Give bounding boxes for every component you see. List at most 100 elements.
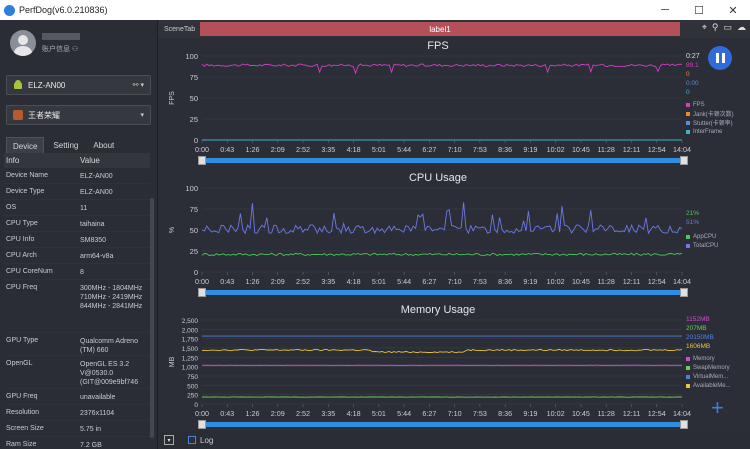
y-tick-label: 1,250 bbox=[182, 355, 199, 362]
range-handle-right[interactable] bbox=[680, 288, 688, 297]
y-tick-label: 2,500 bbox=[182, 318, 199, 325]
maximize-button[interactable]: ☐ bbox=[694, 4, 704, 17]
legend-item[interactable]: Stutter(卡顿率) bbox=[686, 118, 734, 127]
label-bar[interactable]: label1 bbox=[200, 22, 680, 36]
window-title: PerfDog(v6.0.210836) bbox=[19, 5, 108, 15]
perfdog-logo-icon bbox=[4, 4, 15, 16]
y-tick-label: 1,500 bbox=[182, 346, 199, 353]
android-icon bbox=[13, 80, 23, 90]
x-tick-label: 10:02 bbox=[547, 145, 565, 154]
cloud-icon[interactable]: ☁ bbox=[737, 22, 746, 32]
user-profile[interactable]: 账户信息 ⚇ bbox=[10, 30, 80, 56]
series-current-value: 1152MB bbox=[686, 316, 710, 323]
range-handle-left[interactable] bbox=[198, 156, 206, 165]
legend-item[interactable]: AvailableMe... bbox=[686, 381, 731, 390]
series-current-value: 207MB bbox=[686, 325, 707, 332]
tab-setting[interactable]: Setting bbox=[53, 141, 79, 150]
legend-item[interactable]: AppCPU bbox=[686, 232, 718, 241]
y-tick-label: 75 bbox=[190, 73, 198, 82]
legend-item[interactable]: TotalCPU bbox=[686, 241, 718, 250]
y-tick-label: 50 bbox=[190, 94, 198, 103]
y-tick-label: 100 bbox=[185, 52, 198, 61]
info-value: 5.75 in bbox=[80, 426, 102, 433]
chart-0: FPS 0 25 50 75 100 FPS 0:00 0:43 1:26 2:09 2:52 3:35… bbox=[158, 38, 750, 170]
y-tick-label: 500 bbox=[187, 383, 198, 390]
device-info-table: Info Value Device Name ELZ-AN00 Device Typ… bbox=[4, 153, 150, 449]
legend-swatch bbox=[686, 102, 690, 107]
x-tick-label: 0:43 bbox=[220, 145, 234, 154]
x-tick-label: 0:00 bbox=[195, 277, 209, 286]
app-select[interactable]: 王者荣耀 ▾ bbox=[6, 105, 151, 125]
legend-item[interactable]: Memory bbox=[686, 354, 731, 363]
x-tick-label: 11:28 bbox=[597, 145, 614, 154]
add-chart-button[interactable]: + bbox=[711, 395, 724, 420]
chart-title: Memory Usage bbox=[400, 304, 476, 316]
y-tick-label: 0 bbox=[194, 268, 198, 277]
info-value: arm64-v8a bbox=[80, 253, 114, 260]
x-tick-label: 12:11 bbox=[623, 409, 640, 418]
legend-label: AvailableMe... bbox=[693, 382, 731, 389]
legend-swatch bbox=[686, 374, 690, 379]
x-tick-label: 1:26 bbox=[246, 277, 260, 286]
x-tick-label: 11:28 bbox=[597, 409, 614, 418]
x-tick-label: 5:44 bbox=[397, 277, 411, 286]
info-key: GPU Freq bbox=[6, 393, 38, 400]
info-key: Ram Size bbox=[6, 441, 37, 448]
minimize-button[interactable]: ─ bbox=[661, 4, 669, 16]
y-tick-label: 1,000 bbox=[182, 365, 199, 372]
time-range-slider[interactable] bbox=[200, 422, 684, 427]
chart-legend: 0:27 89.1 0 0.00 0 FPS Jank(卡顿次数) Stutter(卡顿率) I… bbox=[686, 53, 734, 136]
folder-icon[interactable]: ▭ bbox=[723, 22, 732, 32]
x-tick-label: 9:19 bbox=[523, 277, 537, 286]
device-select[interactable]: ELZ-AN00 ⚯ ▾ bbox=[6, 75, 151, 95]
tab-about[interactable]: About bbox=[93, 141, 115, 150]
range-handle-left[interactable] bbox=[198, 420, 206, 429]
legend-label: SwapMemory bbox=[693, 364, 730, 371]
x-tick-label: 12:54 bbox=[648, 145, 666, 154]
x-tick-label: 8:36 bbox=[498, 277, 512, 286]
y-tick-label: 50 bbox=[190, 226, 198, 235]
info-key: Device Type bbox=[6, 188, 45, 195]
legend-item[interactable]: FPS bbox=[686, 100, 734, 109]
legend-item[interactable]: SwapMemory bbox=[686, 363, 731, 372]
legend-swatch bbox=[686, 356, 690, 361]
x-tick-label: 6:27 bbox=[422, 277, 436, 286]
info-value: OpenGL ES 3.2 V@0530.0 (GIT@009e9bf746 bbox=[80, 361, 139, 386]
link-chevron-down-icon: ⚯ ▾ bbox=[132, 82, 144, 89]
range-handle-right[interactable] bbox=[680, 420, 688, 429]
legend-swatch bbox=[686, 234, 690, 239]
time-range-slider[interactable] bbox=[200, 158, 684, 163]
location-icon[interactable]: ⌖ bbox=[701, 22, 707, 32]
log-checkbox[interactable] bbox=[188, 436, 196, 444]
legend-swatch bbox=[686, 365, 690, 370]
y-axis-label: FPS bbox=[169, 91, 176, 105]
x-tick-label: 2:09 bbox=[271, 145, 285, 154]
legend-item[interactable]: Jank(卡顿次数) bbox=[686, 109, 734, 118]
x-tick-label: 0:00 bbox=[195, 409, 209, 418]
x-tick-label: 2:09 bbox=[271, 277, 285, 286]
chevron-down-icon: ▾ bbox=[140, 112, 144, 119]
series-line-appcpu bbox=[201, 252, 683, 257]
x-tick-label: 0:43 bbox=[220, 277, 234, 286]
expand-chevron-icon[interactable]: ▾ bbox=[164, 435, 174, 445]
pin-icon[interactable]: ⚲ bbox=[711, 22, 719, 32]
table-row: CPU Info SM8350 bbox=[4, 232, 150, 248]
account-info-link[interactable]: 账户信息 ⚇ bbox=[42, 45, 79, 53]
legend-item[interactable]: VirtualMem... bbox=[686, 372, 731, 381]
log-label: Log bbox=[200, 435, 214, 445]
time-range-slider[interactable] bbox=[200, 290, 684, 295]
x-tick-label: 7:53 bbox=[473, 409, 487, 418]
series-line-availableme bbox=[201, 348, 683, 354]
range-handle-right[interactable] bbox=[680, 156, 688, 165]
x-tick-label: 0:00 bbox=[195, 145, 209, 154]
x-tick-label: 6:27 bbox=[422, 145, 436, 154]
close-button[interactable]: ✕ bbox=[728, 4, 738, 17]
info-value: 2376x1104 bbox=[80, 410, 115, 417]
scene-tab[interactable]: SceneTab bbox=[164, 25, 196, 33]
avatar[interactable] bbox=[10, 30, 36, 56]
pause-button[interactable] bbox=[708, 46, 732, 70]
range-handle-left[interactable] bbox=[198, 288, 206, 297]
legend-item[interactable]: InterFrame bbox=[686, 127, 734, 136]
sidebar-scrollbar[interactable] bbox=[150, 198, 154, 438]
info-value: 7.2 GB bbox=[80, 442, 102, 449]
